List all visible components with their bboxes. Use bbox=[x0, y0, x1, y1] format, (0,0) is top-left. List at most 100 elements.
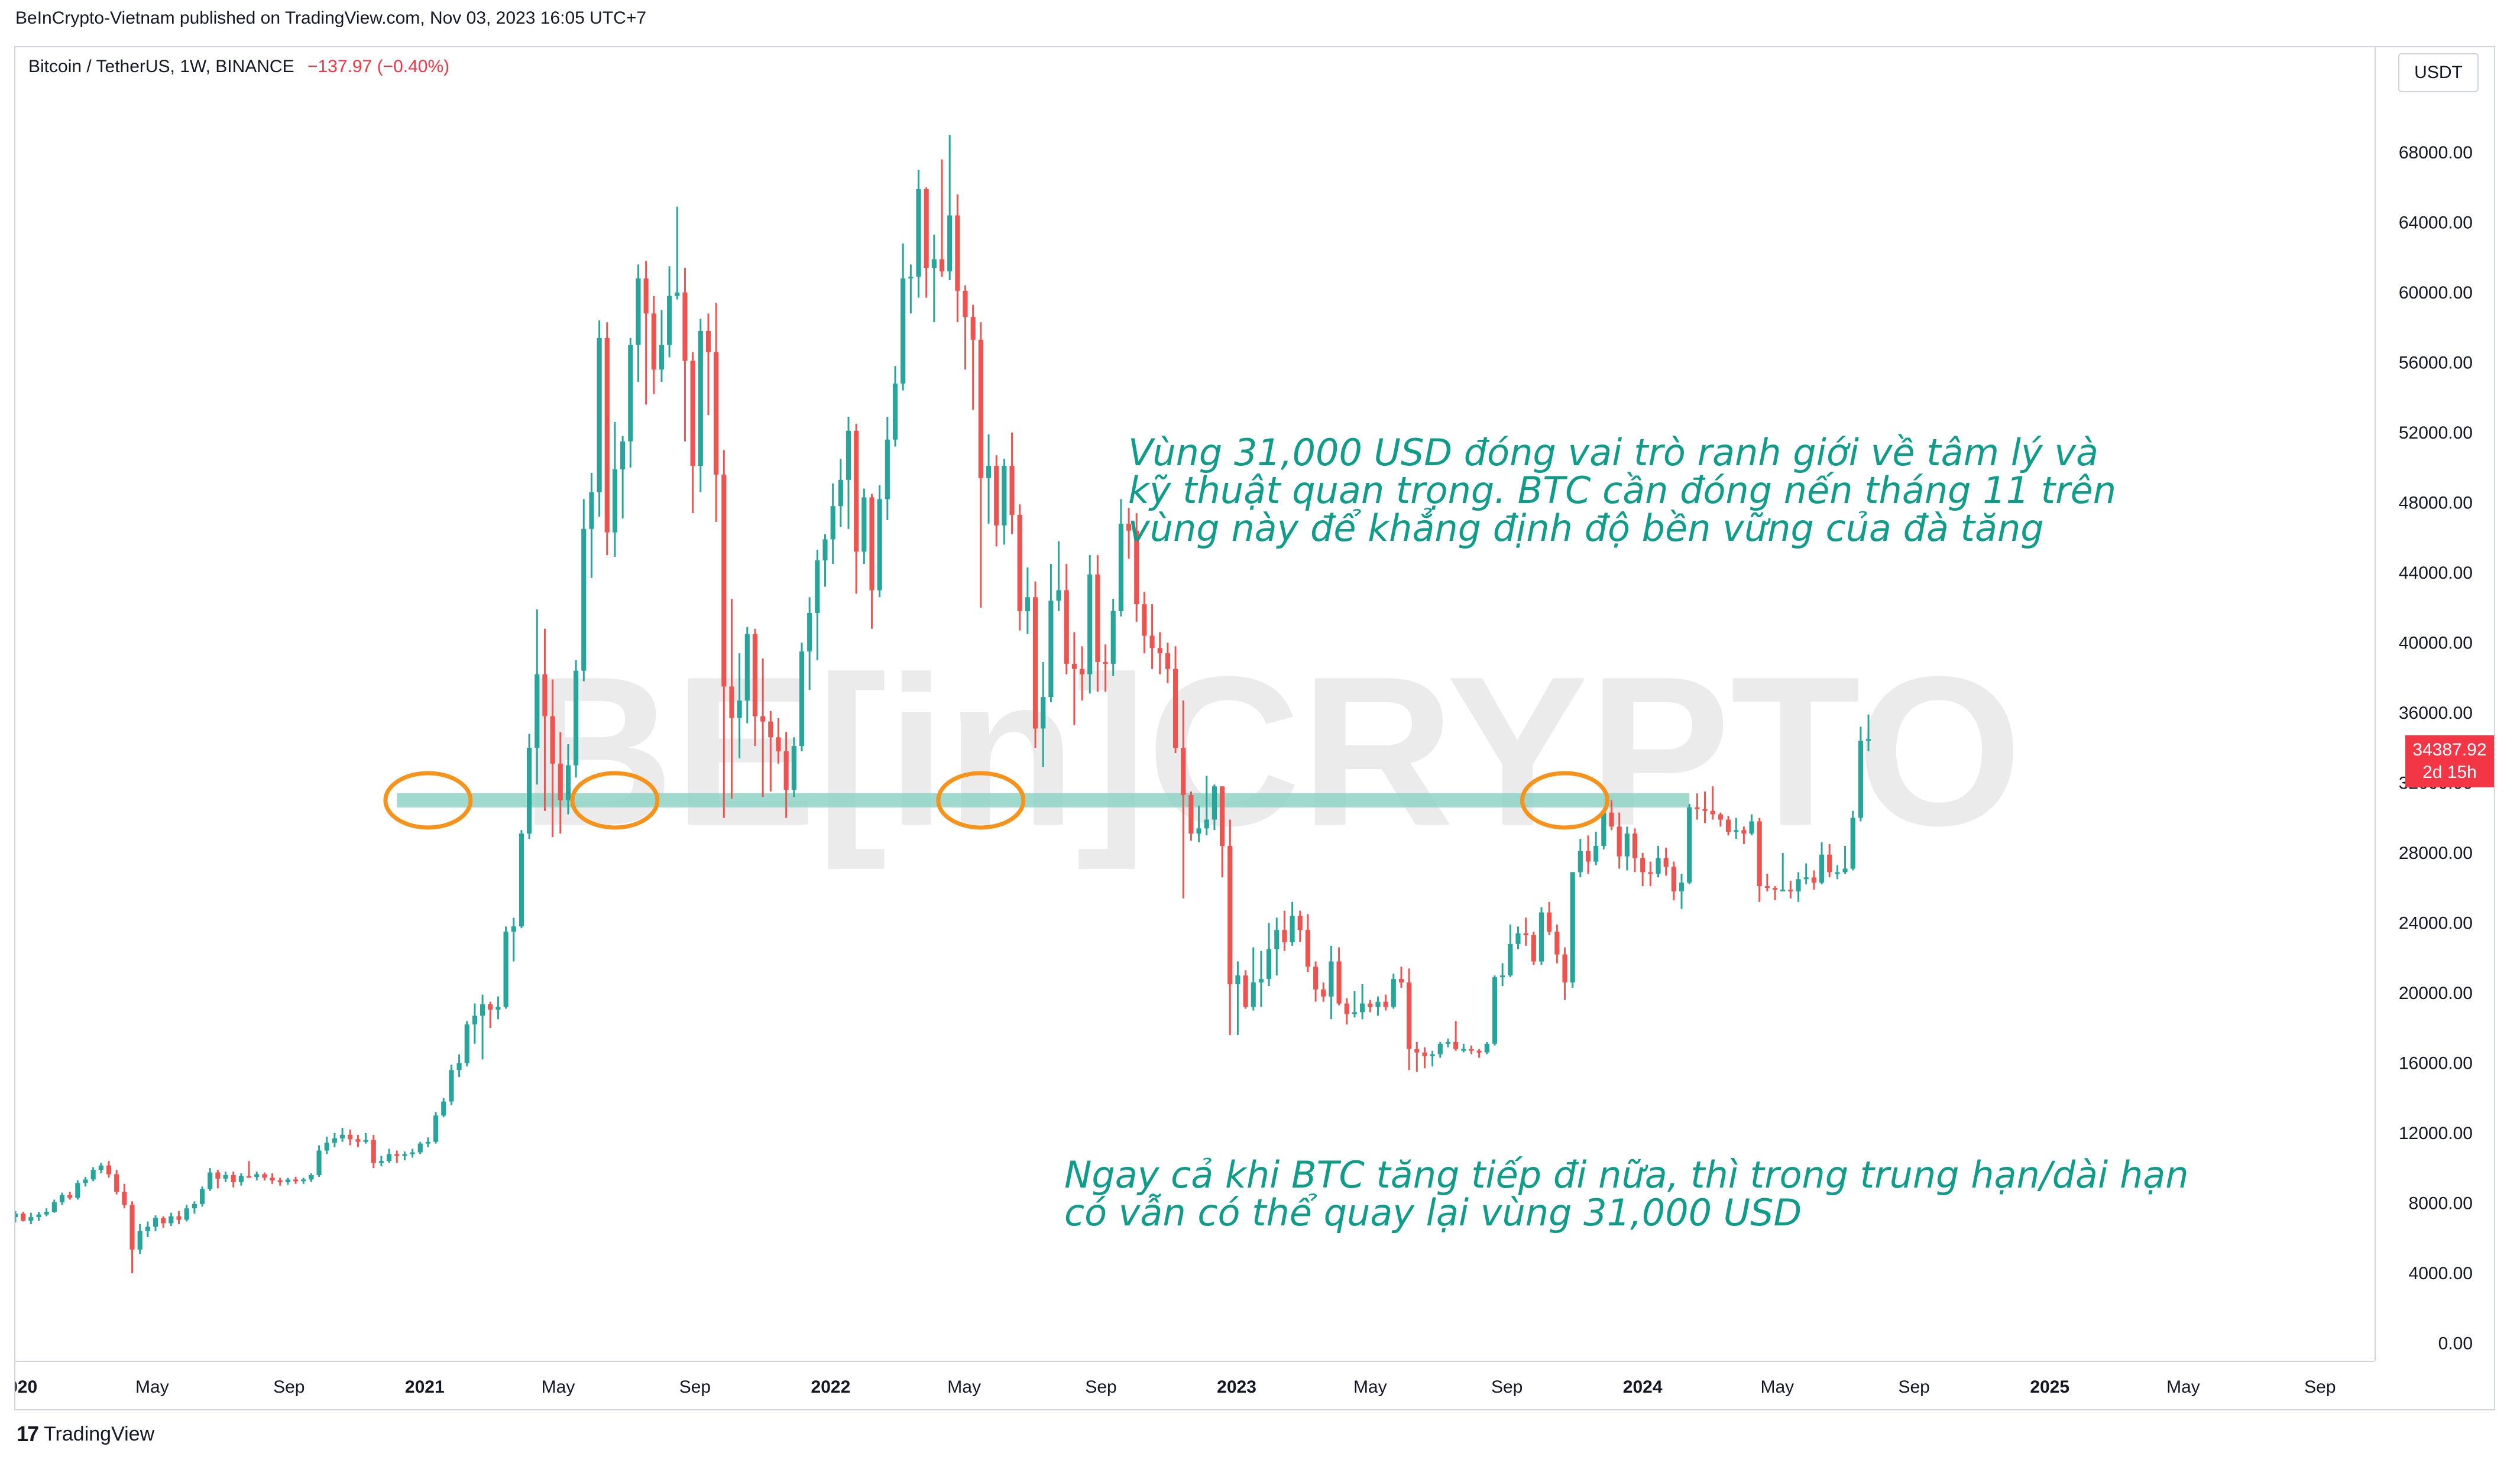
candle-body bbox=[1702, 809, 1708, 811]
candle bbox=[301, 1177, 306, 1184]
price-tick-label: 40000.00 bbox=[2399, 633, 2473, 653]
candle-body bbox=[939, 259, 945, 272]
price-tick-label: 8000.00 bbox=[2409, 1193, 2473, 1213]
candle bbox=[28, 1212, 34, 1224]
candle bbox=[1383, 994, 1388, 1011]
candle bbox=[231, 1172, 236, 1188]
candle bbox=[495, 996, 501, 1020]
candle bbox=[1562, 947, 1567, 1000]
tradingview-logo[interactable]: 17 TradingView bbox=[17, 1420, 154, 1448]
candle bbox=[1274, 917, 1280, 976]
candle-body bbox=[604, 338, 610, 533]
candle bbox=[1469, 1045, 1474, 1055]
candle bbox=[1624, 826, 1630, 871]
candle bbox=[137, 1224, 142, 1254]
candle bbox=[901, 243, 906, 391]
candle-body bbox=[262, 1174, 267, 1178]
time-axis[interactable]: 2020 May Sep 2021 May Sep 2022 May Sep 2023 May Sep… bbox=[0, 1361, 2375, 1409]
candle bbox=[75, 1180, 80, 1200]
symbol-legend[interactable]: Bitcoin / TetherUS, 1W, BINANCE −137.97 … bbox=[28, 57, 449, 77]
candle bbox=[527, 734, 532, 839]
candle bbox=[752, 628, 758, 747]
candle-body bbox=[1578, 851, 1583, 872]
candle-body bbox=[791, 746, 796, 790]
candle bbox=[199, 1186, 205, 1207]
candle-body bbox=[1593, 845, 1599, 862]
candle-body bbox=[83, 1179, 88, 1183]
candle bbox=[1679, 874, 1685, 909]
candle-body bbox=[1258, 979, 1264, 983]
candle-body bbox=[176, 1216, 182, 1220]
candle-body bbox=[433, 1115, 439, 1142]
candle bbox=[892, 366, 898, 447]
candle bbox=[1305, 914, 1311, 972]
candle bbox=[1368, 1000, 1373, 1013]
candle-body bbox=[1453, 1042, 1459, 1049]
candle-body bbox=[1103, 661, 1108, 664]
price-axis[interactable]: 0.00 4000.00 8000.00 12000.00 16000.00 20000.… bbox=[2375, 47, 2494, 1361]
candle-body bbox=[1757, 821, 1762, 887]
candle bbox=[145, 1221, 150, 1238]
currency-selector[interactable]: USDT bbox=[2398, 53, 2479, 92]
candle bbox=[1734, 818, 1739, 839]
candle bbox=[698, 319, 703, 492]
candle-body bbox=[931, 259, 937, 268]
candle-body bbox=[1430, 1054, 1435, 1056]
candle-body bbox=[1344, 1003, 1349, 1014]
candlestick-chart[interactable]: BE[in]CRYPTO bbox=[15, 47, 2375, 1361]
candle bbox=[441, 1098, 446, 1118]
candle-body bbox=[519, 833, 524, 927]
candle-body bbox=[488, 1004, 493, 1010]
candle bbox=[270, 1173, 275, 1184]
candle-body bbox=[861, 497, 867, 552]
candle bbox=[1663, 847, 1669, 876]
candle bbox=[877, 485, 882, 598]
candle bbox=[472, 1003, 478, 1044]
candle bbox=[1321, 982, 1326, 1002]
candle-body bbox=[1554, 932, 1560, 955]
candle bbox=[955, 194, 960, 323]
candle bbox=[861, 488, 867, 564]
candle-body bbox=[1407, 982, 1412, 1049]
candle-body bbox=[456, 1063, 462, 1071]
candle-body bbox=[729, 686, 734, 718]
candle bbox=[208, 1168, 213, 1191]
candle-body bbox=[169, 1216, 174, 1224]
candle-body bbox=[1741, 830, 1747, 834]
candle-body bbox=[675, 292, 680, 296]
candle-body bbox=[21, 1214, 26, 1221]
candle bbox=[1126, 508, 1132, 559]
candle-body bbox=[1352, 1012, 1358, 1014]
candle bbox=[1032, 581, 1038, 748]
candle bbox=[628, 338, 633, 468]
candle-body bbox=[44, 1212, 49, 1215]
candle bbox=[1461, 1043, 1466, 1053]
highlight-circle bbox=[1520, 771, 1609, 830]
candle bbox=[254, 1172, 260, 1180]
candle bbox=[1142, 592, 1147, 654]
candle-body bbox=[480, 1004, 485, 1016]
candle-body bbox=[1484, 1043, 1489, 1053]
candle-body bbox=[1220, 786, 1225, 846]
candle-body bbox=[472, 1016, 478, 1025]
candle-body bbox=[589, 492, 594, 529]
candle-body bbox=[129, 1205, 135, 1250]
candle bbox=[1508, 924, 1513, 978]
candle bbox=[332, 1133, 337, 1147]
candle-body bbox=[238, 1176, 244, 1182]
candle bbox=[916, 170, 921, 298]
candle-body bbox=[1827, 854, 1832, 872]
candle-body bbox=[1032, 597, 1038, 729]
candle bbox=[1267, 923, 1272, 986]
plot-area[interactable]: BE[in]CRYPTO bbox=[15, 47, 2375, 1361]
support-band bbox=[397, 793, 1690, 807]
candle bbox=[908, 264, 914, 314]
candle bbox=[192, 1201, 197, 1214]
candle bbox=[1484, 1042, 1489, 1055]
candle-body bbox=[854, 430, 859, 552]
candle bbox=[1547, 901, 1552, 936]
candle-body bbox=[1142, 604, 1147, 636]
candle-body bbox=[1290, 916, 1295, 942]
candle-body bbox=[106, 1165, 112, 1175]
candle-body bbox=[1095, 574, 1100, 662]
